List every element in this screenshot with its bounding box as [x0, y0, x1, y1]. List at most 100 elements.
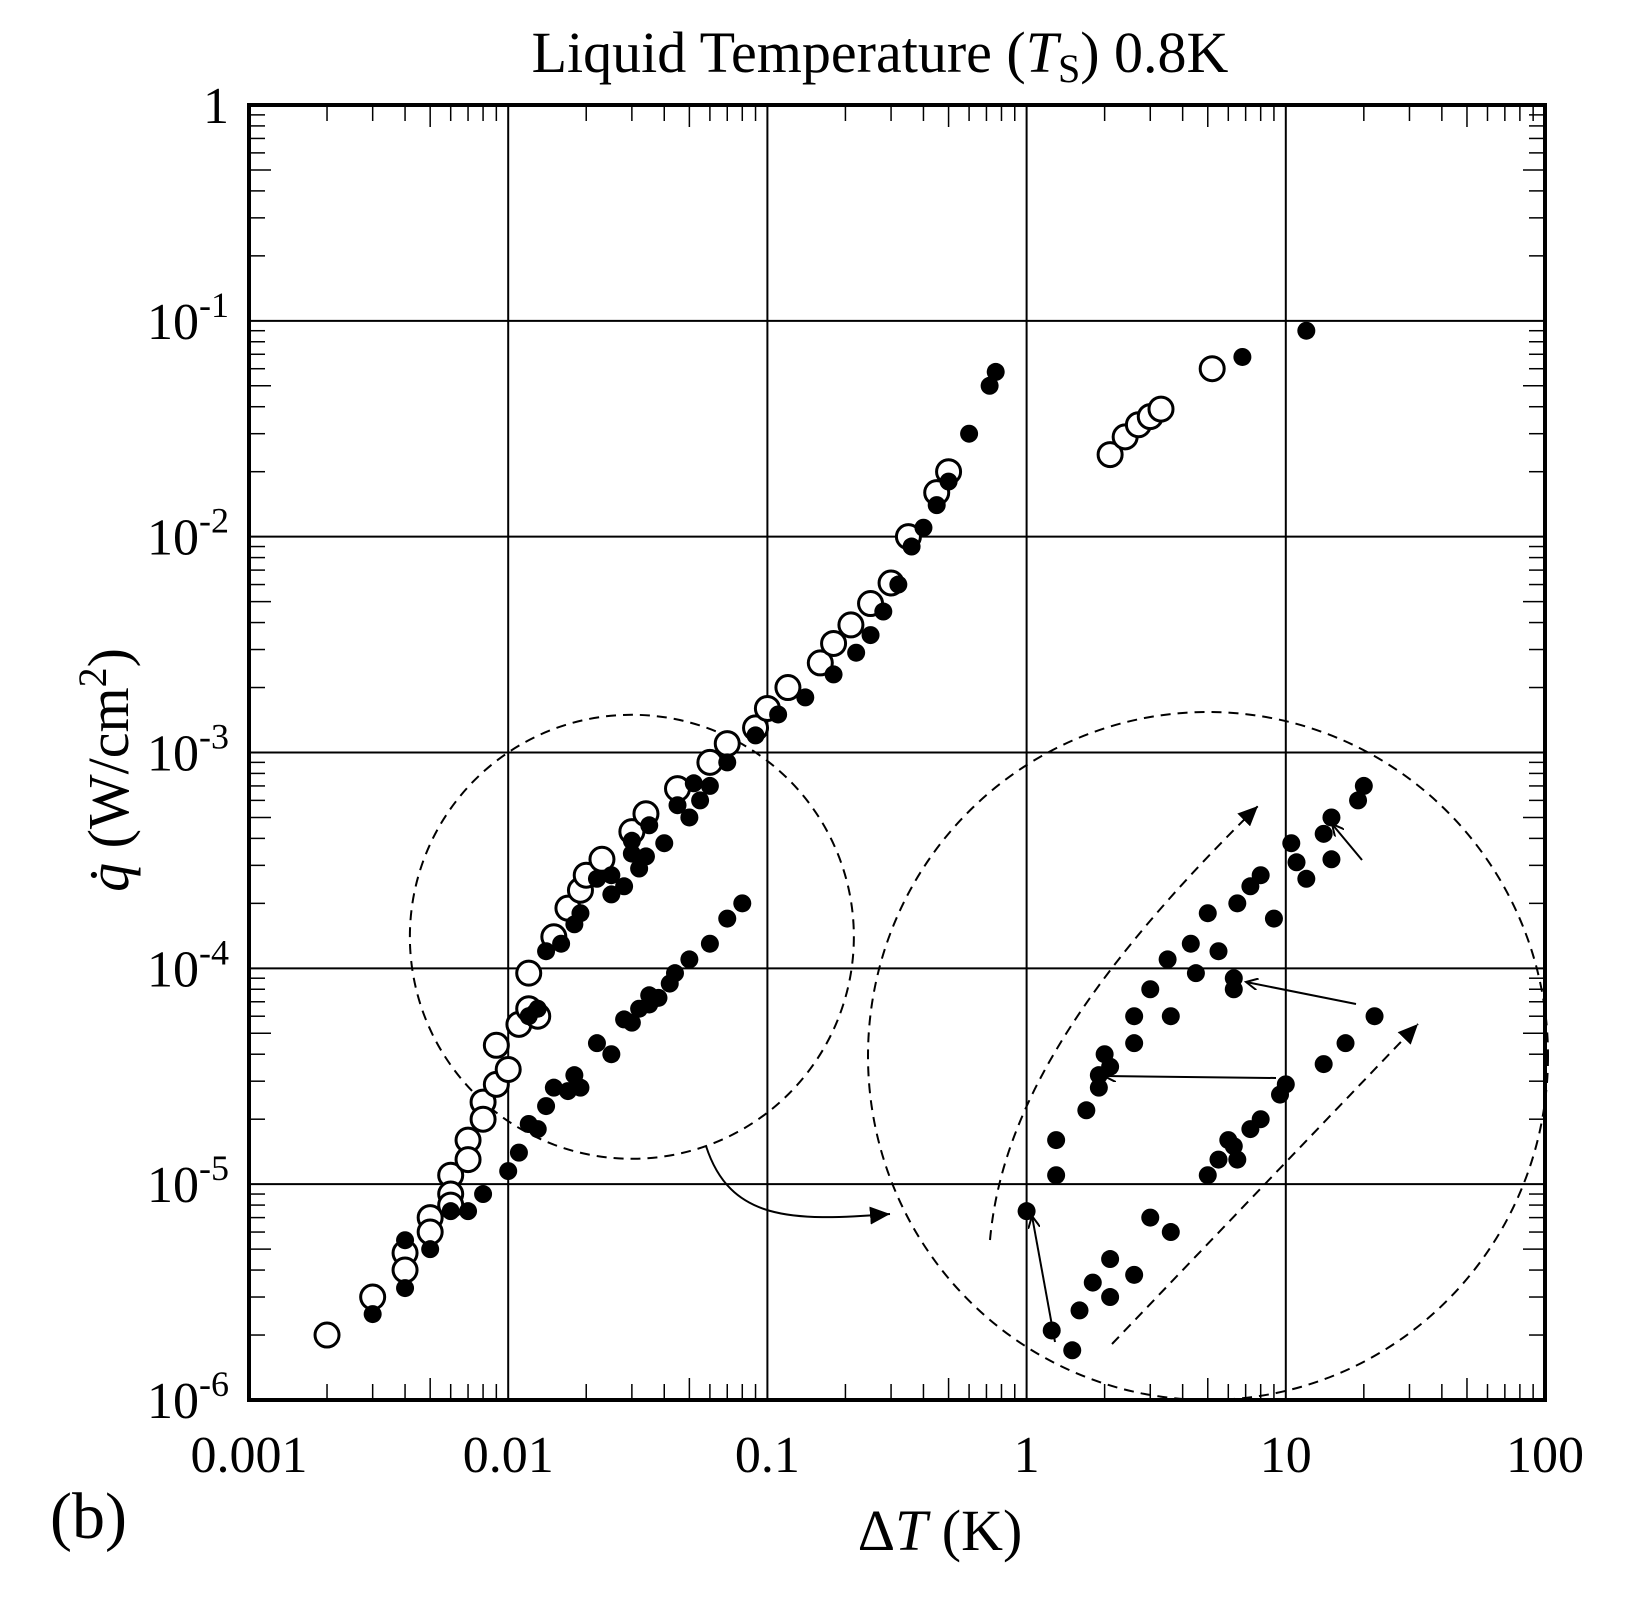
data-point-filled	[544, 1078, 563, 1097]
inset-data-point	[1354, 776, 1373, 795]
data-point-open	[454, 1146, 482, 1174]
inset-data-point	[1251, 1110, 1270, 1129]
data-point-filled	[874, 602, 893, 621]
inset-data-point	[1047, 1166, 1066, 1185]
data-point-filled	[680, 808, 699, 827]
data-point-filled	[700, 776, 719, 795]
inset-data-point	[1047, 1131, 1066, 1150]
x-tick-label: 0.01	[463, 1427, 554, 1484]
data-point-filled	[700, 934, 719, 953]
data-point-filled	[571, 1078, 590, 1097]
data-point-filled	[602, 1045, 621, 1064]
data-point-open	[515, 959, 543, 987]
data-point-filled	[889, 575, 908, 594]
data-point-filled	[718, 753, 737, 772]
data-point-filled	[602, 885, 621, 904]
inset-data-point	[1322, 808, 1341, 827]
y-tick-label: 10-5	[147, 1148, 229, 1214]
inset-data-point	[1125, 1007, 1144, 1026]
inset-data-point	[1141, 980, 1160, 999]
inset-data-point	[1158, 950, 1177, 969]
inset-data-point	[1336, 1034, 1355, 1053]
x-axis-label: ΔT (K)	[858, 1498, 1023, 1563]
data-point-filled	[421, 1240, 440, 1259]
inset-data-point	[1209, 1150, 1228, 1169]
data-point-filled	[980, 376, 999, 395]
data-point-filled	[474, 1185, 493, 1204]
inset-data-point	[1186, 964, 1205, 983]
inset-data-point	[1101, 1250, 1120, 1269]
inset-data-point	[1297, 869, 1316, 888]
data-point-filled	[587, 869, 606, 888]
y-tick-label: 10-6	[147, 1364, 229, 1430]
data-point-filled	[587, 1034, 606, 1053]
data-point-filled	[914, 518, 933, 537]
data-point-filled	[668, 796, 687, 815]
data-point-filled	[622, 1013, 641, 1032]
inset-data-point	[1017, 1202, 1036, 1221]
data-point-filled	[824, 665, 843, 684]
data-point-filled	[691, 791, 710, 810]
inset-data-point	[1070, 1301, 1089, 1320]
data-point-filled	[622, 844, 641, 863]
inset-data-point	[1224, 1137, 1243, 1156]
y-tick-label: 10-4	[147, 932, 229, 998]
inset-data-point	[1287, 853, 1306, 872]
data-point-open	[469, 1105, 497, 1133]
data-point-open	[313, 1321, 341, 1349]
data-point-filled	[680, 950, 699, 969]
data-point-filled	[733, 894, 752, 913]
y-tick-label: 10-1	[147, 285, 229, 351]
data-point-open	[1147, 395, 1175, 423]
data-point-filled	[655, 834, 674, 853]
data-point-filled	[622, 831, 641, 850]
inset-data-point	[1228, 894, 1247, 913]
x-tick-label: 0.1	[735, 1427, 800, 1484]
inset-data-point	[1276, 1075, 1295, 1094]
inset-data-point	[1198, 1166, 1217, 1185]
panel-label: (b)	[50, 1480, 127, 1553]
data-point-filled	[630, 859, 649, 878]
zoom-connector-arrow	[705, 1145, 891, 1225]
data-point-filled	[847, 643, 866, 662]
inset-data-point	[1365, 1007, 1384, 1026]
data-point-filled	[602, 866, 621, 885]
inset-data-point	[1042, 1321, 1061, 1340]
inset-data-point	[1141, 1208, 1160, 1227]
data-point-open	[820, 629, 848, 657]
inset-data-point	[1314, 1055, 1333, 1074]
y-tick-label: 10-3	[147, 717, 229, 783]
data-point-filled	[499, 1162, 518, 1181]
data-point-open	[482, 1031, 510, 1059]
data-point-filled	[1233, 347, 1252, 366]
data-point-open	[1096, 441, 1124, 469]
inset-arrow	[1246, 982, 1357, 1005]
inset-data-point	[1125, 1265, 1144, 1284]
inset-data-point	[1314, 824, 1333, 843]
data-point-filled	[1297, 321, 1316, 340]
data-point-filled	[986, 362, 1005, 381]
data-point-filled	[571, 904, 590, 923]
data-point-filled	[902, 537, 921, 556]
data-point-filled	[640, 816, 659, 835]
minor-ticks	[249, 105, 1545, 1400]
x-tick-label: 100	[1506, 1427, 1584, 1484]
inset-data-point	[1095, 1045, 1114, 1064]
zoom-circle-large	[867, 711, 1549, 1401]
plot-frame	[247, 103, 1547, 1402]
data-point-open	[837, 611, 865, 639]
data-point-filled	[537, 942, 556, 961]
inset-arrow	[1104, 1076, 1277, 1078]
data-point-filled	[396, 1231, 415, 1250]
inset-data-point	[1083, 1273, 1102, 1292]
inset-data-point	[1251, 866, 1270, 885]
data-point-filled	[615, 877, 634, 896]
zoom-annotations	[408, 711, 1549, 1401]
chart-title: Liquid Temperature (TS) 0.8K	[532, 20, 1229, 91]
y-tick-label: 10-2	[147, 501, 229, 567]
data-point-filled	[459, 1202, 478, 1221]
data-point-filled	[552, 934, 571, 953]
inset-data-point	[1161, 1007, 1180, 1026]
inset-data-point	[1077, 1101, 1096, 1120]
